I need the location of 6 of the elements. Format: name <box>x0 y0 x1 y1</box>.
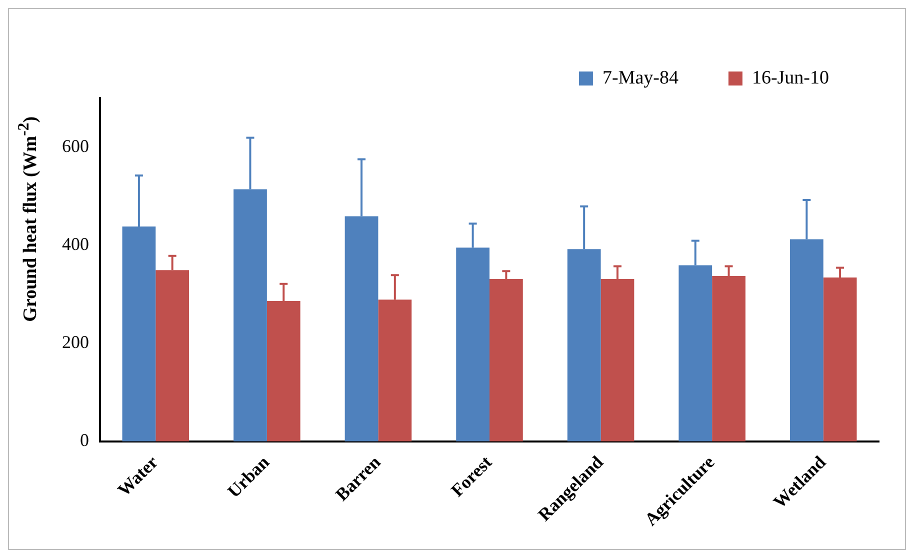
legend-label: 7-May-84 <box>602 67 679 88</box>
legend-label: 16-Jun-10 <box>752 67 830 88</box>
y-tick-label: 0 <box>80 430 89 450</box>
y-tick-label: 400 <box>62 234 89 254</box>
y-tick-label: 200 <box>62 332 89 352</box>
y-tick-label: 600 <box>62 136 89 156</box>
